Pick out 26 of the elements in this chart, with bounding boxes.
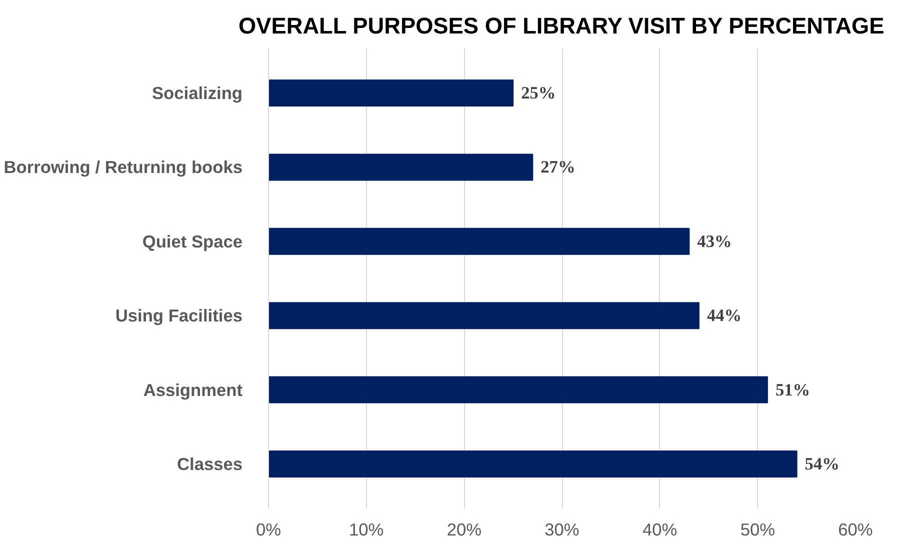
bar xyxy=(268,80,514,106)
bar xyxy=(268,376,768,404)
y-tick-label: Borrowing / Returning books xyxy=(4,157,243,178)
x-tick-label: 50% xyxy=(740,520,776,540)
chart-title: OVERALL PURPOSES OF LIBRARY VISIT BY PERCENTAGE xyxy=(238,12,884,38)
bar xyxy=(268,154,534,181)
data-label: 44% xyxy=(706,306,742,326)
data-label: 51% xyxy=(775,380,810,400)
x-tick-label: 60% xyxy=(838,520,873,540)
data-label: 27% xyxy=(540,158,576,177)
y-tick-label: Socializing xyxy=(152,83,243,104)
y-tick-label: Using Facilities xyxy=(115,306,243,326)
y-tick-label: Classes xyxy=(176,454,242,474)
bar xyxy=(268,228,690,255)
y-tick-label: Quiet Space xyxy=(142,231,243,252)
x-tick-label: 30% xyxy=(544,520,580,540)
data-label: 54% xyxy=(804,454,840,474)
x-tick-label: 10% xyxy=(348,520,384,540)
x-tick-label: 20% xyxy=(446,520,482,540)
bar xyxy=(268,302,700,330)
y-tick-label: Assignment xyxy=(143,380,243,400)
x-tick-label: 40% xyxy=(642,520,678,540)
x-tick-label: 0% xyxy=(256,520,282,540)
data-label: 43% xyxy=(697,232,732,251)
bar xyxy=(268,450,798,478)
data-label: 25% xyxy=(521,84,556,103)
